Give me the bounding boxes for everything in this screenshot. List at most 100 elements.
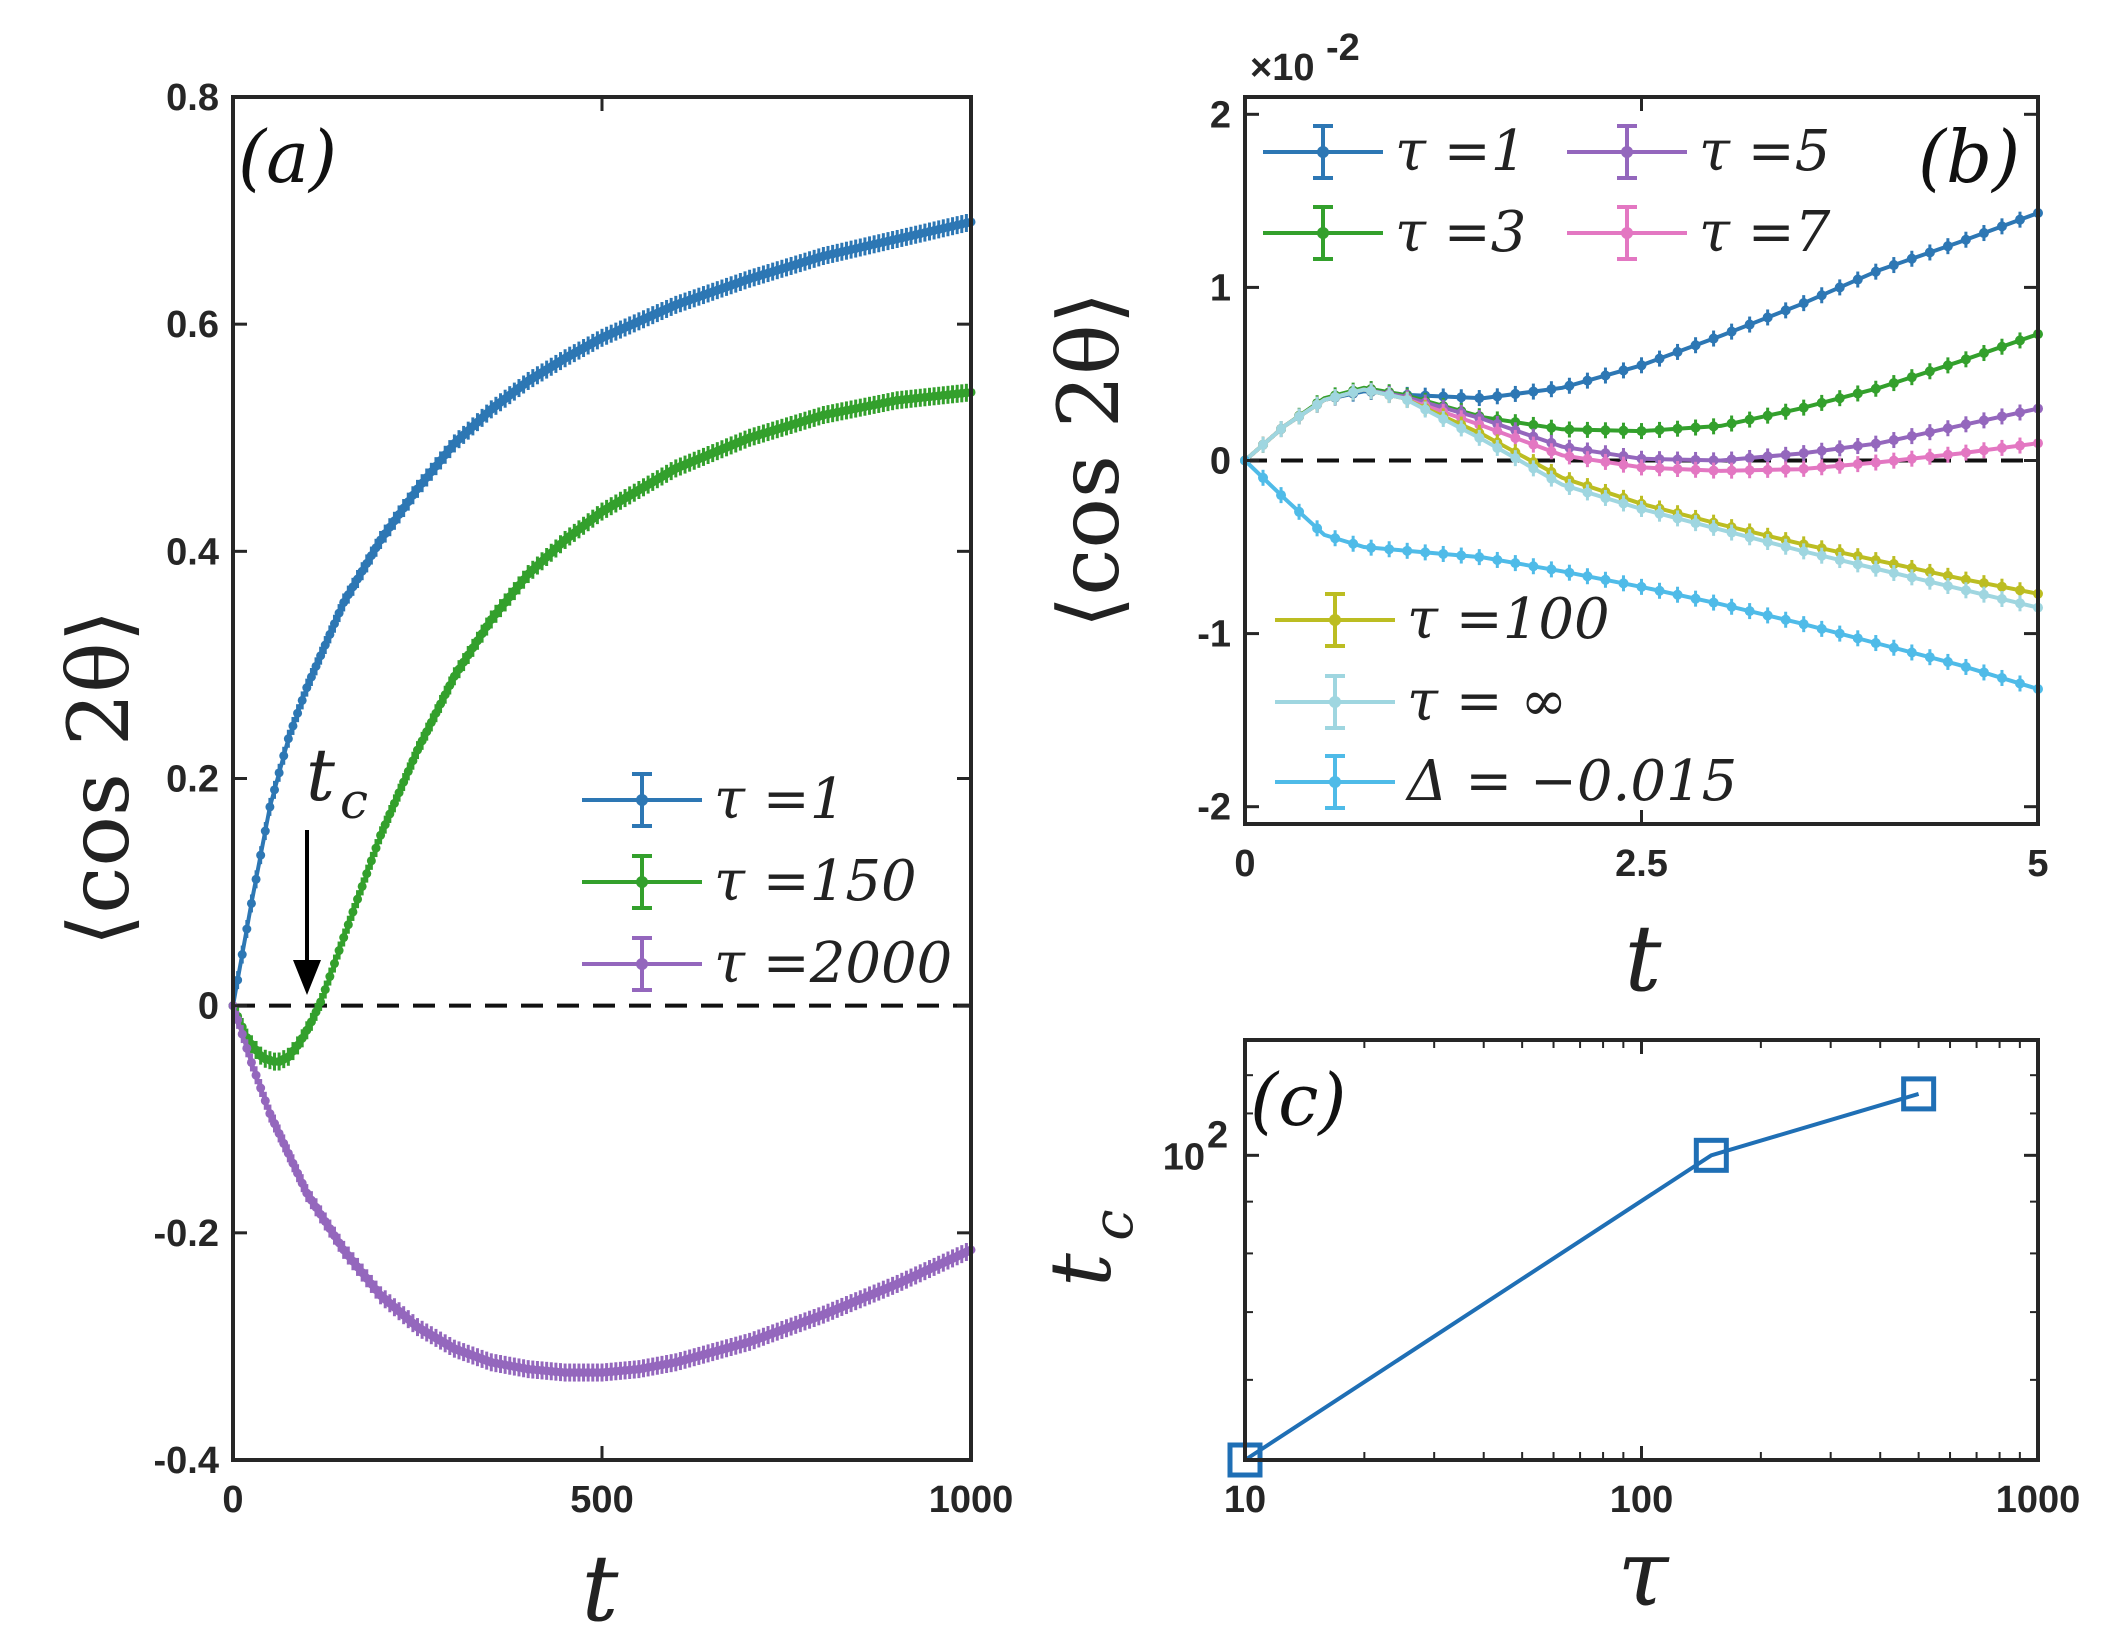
b-data-point <box>1942 423 1953 434</box>
a-data-point <box>459 657 469 667</box>
b-data-point <box>1546 446 1557 457</box>
b-data-point <box>1960 661 1971 672</box>
b-data-point <box>1528 561 1539 572</box>
b-data-point <box>1726 527 1737 538</box>
a-y-tick-label: 0 <box>198 986 219 1028</box>
b-data-point <box>1708 421 1719 432</box>
b-data-point <box>1870 266 1881 277</box>
b-series-group <box>1240 204 2043 697</box>
b-data-point <box>1510 453 1521 464</box>
b-data-point <box>1906 647 1917 658</box>
b-data-point <box>1924 247 1935 258</box>
a-tc-annotation-text: t <box>306 733 336 817</box>
b-data-point <box>1456 550 1467 561</box>
b-data-point <box>1564 380 1575 391</box>
b-data-point <box>1600 370 1611 381</box>
b-data-point <box>1348 538 1359 549</box>
b-data-point <box>1654 353 1665 364</box>
b-data-point <box>1600 492 1611 503</box>
b-legend-marker <box>1329 776 1341 788</box>
a-data-point <box>320 640 330 650</box>
b-data-point <box>1618 498 1629 509</box>
a-data-point <box>306 1195 316 1205</box>
a-data-point <box>408 756 418 766</box>
a-legend-marker <box>636 876 648 888</box>
b-data-point <box>1564 424 1575 435</box>
c-x-tick-label: 10 <box>1224 1479 1266 1521</box>
b-data-point <box>1942 449 1953 460</box>
b-data-point <box>1942 656 1953 667</box>
a-data-point <box>311 1202 321 1212</box>
c-x-axis-label: τ <box>1618 1520 1671 1627</box>
b-data-point <box>2014 214 2025 225</box>
b-y-tick-label: -2 <box>1197 787 1231 829</box>
b-legend: τ =1 τ =5 τ =3 τ =7 τ =100 τ = ∞ Δ = −0.015 <box>1263 119 1831 814</box>
b-data-point <box>1312 399 1323 410</box>
b-data-point <box>1672 423 1683 434</box>
a-data-point <box>293 1168 303 1178</box>
b-data-point <box>1888 642 1899 653</box>
b-data-point <box>1816 623 1827 634</box>
b-legend-marker <box>1621 227 1633 239</box>
a-data-point <box>242 1043 252 1053</box>
b-data-point <box>1996 672 2007 683</box>
b-data-point <box>1618 425 1629 436</box>
b-legend-entry: Δ = −0.015 <box>1275 749 1737 814</box>
b-data-point <box>1672 589 1683 600</box>
b-data-point <box>1744 452 1755 463</box>
b-data-point <box>2014 598 2025 609</box>
b-legend-marker <box>1317 227 1329 239</box>
b-data-point <box>1870 438 1881 449</box>
a-data-point <box>417 736 427 746</box>
b-legend-marker <box>1621 146 1633 158</box>
a-data-point <box>353 574 363 584</box>
b-data-point <box>1888 378 1899 389</box>
b-data-point <box>1708 455 1719 466</box>
b-data-point <box>1726 465 1737 476</box>
b-data-point <box>1618 578 1629 589</box>
b-data-point <box>1906 431 1917 442</box>
b-data-point <box>1582 571 1593 582</box>
a-data-point <box>357 881 367 891</box>
a-data-point <box>325 972 335 982</box>
c-x-tick-label: 100 <box>1610 1479 1673 1521</box>
b-data-point <box>1582 487 1593 498</box>
a-data-point <box>251 1070 261 1080</box>
b-data-point <box>1636 462 1647 473</box>
b-data-point <box>1654 424 1665 435</box>
c-y-tick-exponent: 2 <box>1207 1114 1228 1156</box>
a-legend-marker <box>636 958 648 970</box>
panel-a: 0 500 1000 -0.4 -0.2 0 0.2 0.4 0.6 0.8 (a) t ⟨cos… <box>50 77 1013 1642</box>
a-data-point <box>325 629 335 639</box>
b-x-axis-label: t <box>1625 905 1663 1012</box>
a-data-point <box>399 777 409 787</box>
b-data-point <box>2014 678 2025 689</box>
a-data-point <box>288 1158 298 1168</box>
b-data-point <box>1798 619 1809 630</box>
b-data-point <box>1528 419 1539 430</box>
a-tc-arrow-head-icon <box>293 960 321 995</box>
b-data-point <box>1924 576 1935 587</box>
b-y-tick-label: 2 <box>1210 94 1231 136</box>
a-data-point <box>408 490 418 500</box>
b-data-point <box>1852 274 1863 285</box>
b-data-point <box>1474 552 1485 563</box>
b-data-point <box>1780 305 1791 316</box>
a-data-point <box>246 898 256 908</box>
b-legend-label: τ =1 <box>1395 119 1526 184</box>
b-data-point <box>1528 386 1539 397</box>
b-data-point <box>1672 454 1683 465</box>
b-data-point <box>1978 589 1989 600</box>
a-y-tick-label: -0.2 <box>154 1213 219 1255</box>
b-data-point <box>1582 454 1593 465</box>
b-data-point <box>1420 404 1431 415</box>
b-data-point <box>1798 298 1809 309</box>
b-data-point <box>1960 354 1971 365</box>
a-data-point <box>260 1096 270 1106</box>
a-data-point <box>376 535 386 545</box>
b-data-point <box>1708 597 1719 608</box>
b-legend-label: τ =100 <box>1407 587 1610 652</box>
